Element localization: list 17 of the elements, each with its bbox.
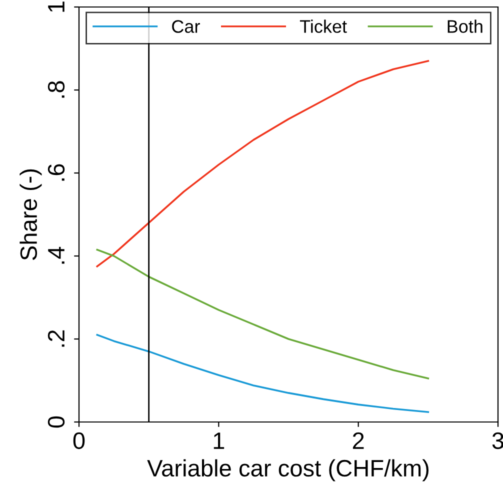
legend-label: Car [172,20,200,33]
y-axis-title: Share (-) [20,169,42,260]
x-tick-label: 2 [352,432,364,449]
y-tick-label: .2 [48,330,64,347]
x-axis-title: Variable car cost (CHF/km) [147,459,429,482]
line-series [96,60,430,268]
x-tick-label: 0 [73,432,85,450]
y-tick-label: 0 [48,416,65,428]
line-series [96,334,430,413]
legend-label: Both [448,20,482,33]
y-tick-label: 1 [48,2,64,12]
y-tick-label: .8 [48,81,65,98]
legend-label: Ticket [300,20,347,33]
x-tick-label: 1 [214,432,224,449]
line-series [96,248,430,380]
y-tick-label: .4 [48,246,64,264]
y-tick-label: .6 [48,164,65,181]
